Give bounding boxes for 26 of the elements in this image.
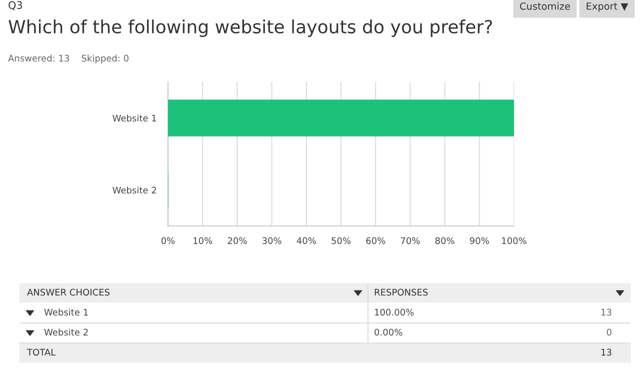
- text: Q3: [8, 1, 22, 10]
- chart-title: Which of the following website layouts do you prefer?: [8, 20, 492, 37]
- x-tick-label: 80%: [435, 237, 454, 244]
- x-tick-label: 20%: [228, 237, 247, 244]
- text: 0: [606, 328, 612, 336]
- text: 13: [602, 348, 612, 356]
- text: ANSWER CHOICES: [27, 288, 110, 296]
- x-tick-label: 100%: [502, 237, 526, 244]
- text: RESPONSES: [374, 288, 428, 296]
- x-tick-label: 10%: [194, 237, 212, 244]
- x-tick-label: 30%: [262, 237, 282, 244]
- x-tick-label: 60%: [366, 237, 386, 244]
- category-label: Website 1: [44, 308, 88, 316]
- x-tick-label: 50%: [332, 237, 351, 244]
- text: 100.00%: [374, 308, 414, 316]
- text: Export ▼: [586, 2, 628, 12]
- text: Customize: [520, 2, 570, 10]
- x-tick-label: 90%: [470, 237, 489, 244]
- text: TOTAL: [26, 348, 56, 356]
- x-tick-label: 0%: [161, 237, 175, 244]
- text: 0.00%: [374, 328, 402, 336]
- text: Answered: 13 Skipped: 0: [8, 54, 128, 64]
- category-label: Website 2: [44, 328, 88, 336]
- x-tick-label: 70%: [400, 237, 420, 244]
- x-tick-label: 40%: [296, 237, 316, 244]
- text: 13: [602, 308, 612, 316]
